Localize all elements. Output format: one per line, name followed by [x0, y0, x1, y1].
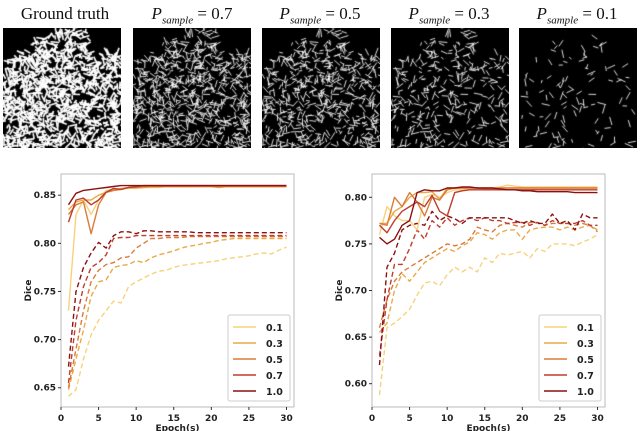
x-tick-label: 5 — [406, 414, 412, 424]
title-text: Ground truth — [20, 4, 110, 23]
series-line-0-5-dashed — [67, 235, 287, 388]
y-tick-label: 0.60 — [345, 380, 367, 390]
vessel-image-p07 — [133, 28, 251, 148]
x-tick-label: 5 — [95, 414, 101, 424]
x-tick-label: 30 — [280, 414, 293, 424]
x-tick-label: 0 — [369, 414, 375, 424]
x-tick-label: 10 — [441, 414, 454, 424]
series-line-0-3-dashed — [378, 224, 598, 333]
value: = 0.7 — [197, 4, 233, 23]
x-tick-label: 25 — [243, 414, 256, 424]
series-line-1-0-solid — [67, 184, 287, 206]
x-tick-label: 20 — [516, 414, 529, 424]
y-axis-label: Dice — [24, 280, 34, 302]
value: = 0.1 — [582, 4, 618, 23]
x-tick-label: 15 — [478, 414, 491, 424]
subscript: sample — [546, 14, 579, 27]
symbol: P — [536, 4, 547, 23]
x-tick-label: 15 — [167, 414, 180, 424]
value: = 0.3 — [454, 4, 490, 23]
legend-label: 0.3 — [266, 339, 283, 350]
series-line-0-3-dashed — [67, 237, 287, 390]
y-tick-label: 0.70 — [345, 287, 367, 297]
dice-chart-left: 0 5 10 15 20 25 30 0.65 0.70 0.75 0.80 0.85 Epoch(s)… — [24, 173, 295, 431]
legend-label: 0.5 — [577, 355, 594, 366]
x-axis-label: Epoch(s) — [466, 424, 510, 431]
series-line-1-0-solid — [379, 186, 598, 245]
x-tick-label: 10 — [130, 414, 143, 424]
subscript: sample — [289, 14, 322, 27]
symbol: P — [279, 4, 290, 23]
vessel-image-p05 — [262, 28, 380, 148]
panel-title-p01: Psample = 0.1 — [512, 4, 640, 26]
panel-title-p03: Psample = 0.3 — [384, 4, 514, 26]
y-tick-label: 0.80 — [345, 193, 367, 203]
legend-label: 0.1 — [577, 323, 594, 334]
legend-box — [538, 314, 602, 402]
y-axis-label: Dice — [335, 280, 345, 302]
x-tick-label: 20 — [205, 414, 218, 424]
legend-box — [227, 314, 291, 402]
vessel-image-p03 — [391, 28, 509, 148]
value: = 0.5 — [325, 4, 361, 23]
y-tick-label: 0.70 — [34, 336, 56, 346]
panel-title-p05: Psample = 0.5 — [255, 4, 385, 26]
legend-label: 0.7 — [577, 371, 594, 382]
vessel-image-p01 — [519, 28, 637, 148]
legend-label: 0.7 — [266, 371, 283, 382]
series-line-1-0-dashed — [67, 230, 287, 367]
subscript: sample — [418, 14, 451, 27]
legend-label: 1.0 — [577, 387, 594, 398]
y-tick-label: 0.75 — [345, 240, 367, 250]
y-tick-label: 0.65 — [34, 384, 56, 394]
symbol: P — [151, 4, 162, 23]
series-line-0-5-solid — [379, 187, 598, 227]
x-tick-label: 25 — [554, 414, 567, 424]
x-axis-label: Epoch(s) — [155, 424, 199, 431]
legend-label: 0.1 — [266, 323, 283, 334]
y-tick-label: 0.80 — [34, 239, 56, 249]
legend-label: 1.0 — [266, 387, 283, 398]
y-tick-label: 0.85 — [34, 191, 56, 201]
y-tick-label: 0.65 — [345, 333, 367, 343]
x-tick-label: 0 — [58, 414, 64, 424]
dice-chart-right: 0 5 10 15 20 25 30 0.60 0.65 0.70 0.75 0.80 Epoch(s)… — [335, 173, 606, 431]
legend-label: 0.3 — [577, 339, 594, 350]
series-line-0-7-solid — [379, 189, 598, 234]
symbol: P — [408, 4, 419, 23]
legend-label: 0.5 — [266, 355, 283, 366]
subscript: sample — [161, 14, 194, 27]
series-line-0-1-dashed — [68, 246, 287, 397]
y-tick-label: 0.75 — [34, 287, 56, 297]
series-line-0-7-dashed — [67, 234, 287, 383]
panel-title-p07: Psample = 0.7 — [127, 4, 257, 26]
panel-title-ground-truth: Ground truth — [0, 4, 130, 24]
x-tick-label: 30 — [591, 414, 604, 424]
vessel-image-ground-truth — [3, 28, 121, 148]
series-line-1-0-dashed — [378, 210, 598, 366]
